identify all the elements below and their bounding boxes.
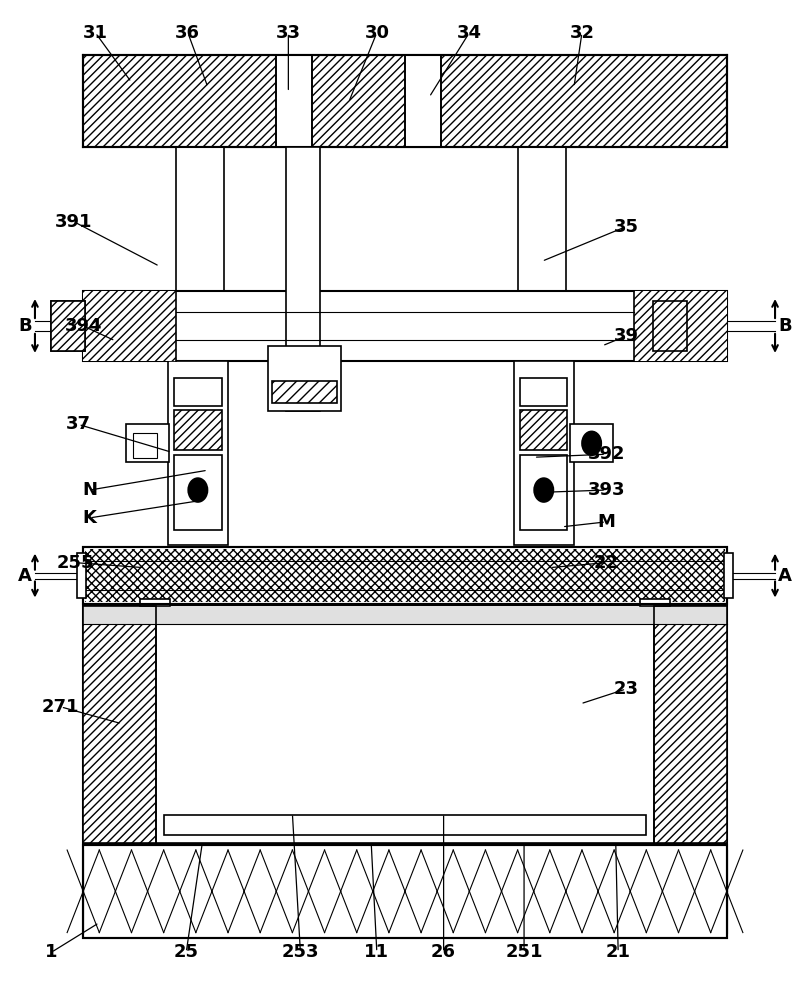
Bar — [174, 378, 222, 406]
Text: A: A — [19, 567, 32, 585]
Bar — [51, 301, 85, 351]
Circle shape — [195, 487, 200, 493]
Text: 34: 34 — [457, 24, 482, 42]
Bar — [723, 553, 733, 598]
Bar — [83, 606, 727, 624]
Text: 393: 393 — [587, 481, 625, 499]
Text: 21: 21 — [606, 943, 631, 961]
Bar — [83, 547, 727, 604]
Text: 392: 392 — [587, 445, 625, 463]
Bar — [51, 301, 85, 351]
Text: 37: 37 — [66, 415, 91, 433]
Bar — [85, 549, 725, 602]
Text: 11: 11 — [364, 943, 390, 961]
Bar — [518, 147, 566, 361]
Bar — [83, 845, 727, 938]
Bar — [133, 433, 157, 458]
Bar — [156, 606, 654, 843]
Bar — [405, 55, 441, 147]
Circle shape — [534, 478, 553, 502]
Text: 26: 26 — [431, 943, 456, 961]
Bar — [139, 599, 170, 606]
Bar — [174, 455, 222, 530]
Text: N: N — [82, 481, 97, 499]
Text: 271: 271 — [42, 698, 79, 716]
Text: 35: 35 — [614, 218, 639, 236]
Bar — [174, 410, 222, 450]
Text: 30: 30 — [364, 24, 390, 42]
Bar — [164, 815, 646, 835]
Circle shape — [582, 431, 601, 455]
Bar — [520, 410, 568, 450]
Bar — [83, 845, 727, 938]
Text: 253: 253 — [282, 943, 319, 961]
Bar — [83, 606, 156, 843]
Bar — [83, 291, 176, 361]
Text: 25: 25 — [173, 943, 198, 961]
Text: A: A — [778, 567, 791, 585]
Bar — [654, 606, 727, 843]
Text: 23: 23 — [614, 680, 639, 698]
Bar — [520, 455, 568, 530]
Text: 255: 255 — [57, 554, 94, 572]
Text: 22: 22 — [594, 554, 619, 572]
Bar — [286, 147, 320, 410]
Bar — [168, 361, 228, 545]
Bar — [514, 361, 574, 545]
Bar — [83, 606, 727, 843]
Text: B: B — [778, 317, 791, 335]
Text: 39: 39 — [614, 327, 639, 345]
Text: 32: 32 — [569, 24, 595, 42]
Bar — [653, 301, 687, 351]
Circle shape — [188, 478, 207, 502]
Bar — [51, 301, 85, 351]
Bar — [83, 606, 156, 843]
Bar — [653, 301, 687, 351]
Bar — [276, 55, 313, 147]
Bar — [634, 291, 727, 361]
Bar — [77, 553, 87, 598]
Bar — [272, 381, 337, 403]
Bar — [83, 547, 727, 604]
Bar — [640, 599, 671, 606]
Text: 391: 391 — [55, 213, 92, 231]
Bar — [83, 55, 727, 147]
Bar — [520, 378, 568, 406]
Bar — [83, 291, 727, 361]
Circle shape — [541, 487, 546, 493]
Text: 1: 1 — [45, 943, 58, 961]
Text: 394: 394 — [65, 317, 102, 335]
Bar — [654, 606, 727, 843]
Bar — [570, 424, 613, 462]
Text: K: K — [83, 509, 96, 527]
Text: 31: 31 — [83, 24, 108, 42]
Text: 33: 33 — [276, 24, 301, 42]
Text: M: M — [597, 513, 615, 531]
Bar — [126, 424, 169, 462]
Text: B: B — [19, 317, 32, 335]
Text: 251: 251 — [505, 943, 543, 961]
Text: 36: 36 — [175, 24, 200, 42]
Bar — [176, 147, 224, 361]
Bar — [268, 346, 341, 410]
